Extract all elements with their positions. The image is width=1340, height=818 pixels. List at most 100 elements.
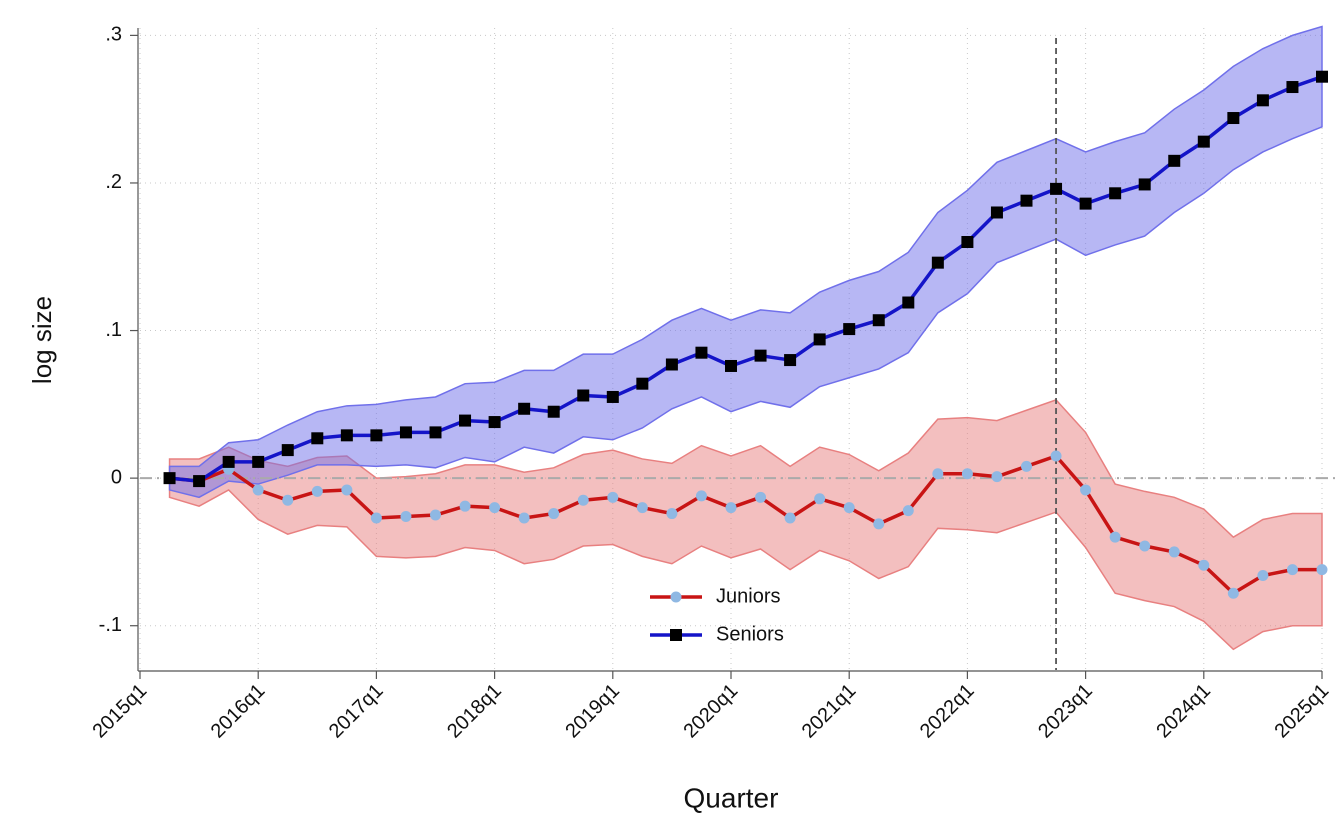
marker [548, 508, 560, 520]
y-axis-title: log size [27, 296, 57, 384]
x-tick-label: 2019q1 [561, 680, 624, 743]
x-tick-label: 2024q1 [1152, 680, 1215, 743]
marker [489, 502, 501, 514]
marker [163, 472, 176, 485]
marker [1286, 564, 1298, 576]
marker [636, 502, 648, 514]
marker [636, 377, 649, 390]
x-tick-label: 2020q1 [680, 680, 743, 743]
marker [282, 494, 294, 506]
marker [1050, 182, 1063, 195]
y-tick-label: 0 [111, 466, 122, 488]
marker [902, 296, 915, 309]
marker [873, 518, 885, 530]
marker [1257, 570, 1269, 582]
marker [281, 444, 294, 457]
marker [932, 468, 944, 480]
marker [429, 426, 442, 439]
marker [695, 490, 707, 502]
x-tick-label: 2016q1 [207, 680, 270, 743]
y-tick-label: .2 [105, 171, 122, 193]
marker [311, 432, 324, 445]
x-tick-label: 2015q1 [89, 680, 152, 743]
marker [725, 359, 737, 372]
marker [961, 236, 974, 248]
marker [1286, 81, 1299, 94]
confidence-band [168, 25, 1323, 499]
marker [370, 512, 382, 524]
x-tick-label: 2018q1 [443, 680, 506, 743]
marker [1021, 460, 1032, 472]
series-line [169, 75, 1323, 483]
marker [1316, 564, 1328, 576]
legend-label: Seniors [716, 623, 784, 645]
marker [1079, 197, 1092, 210]
marker [1227, 587, 1239, 599]
marker [252, 455, 265, 468]
marker [755, 491, 767, 503]
marker [518, 512, 530, 524]
marker [872, 314, 885, 327]
legend-marker [670, 629, 682, 641]
marker [341, 484, 353, 496]
marker [252, 484, 264, 496]
marker [459, 500, 471, 512]
marker [193, 475, 206, 488]
marker [400, 511, 412, 523]
marker [843, 502, 855, 514]
y-tick-label: -.1 [99, 614, 122, 636]
marker [814, 493, 826, 505]
marker [1316, 70, 1328, 83]
marker [340, 429, 353, 442]
marker [1227, 112, 1240, 125]
marker [1168, 546, 1180, 558]
legend-label: Juniors [716, 585, 780, 607]
marker [666, 508, 678, 520]
marker [725, 502, 737, 514]
marker [1139, 540, 1151, 552]
x-tick-label: 2022q1 [916, 680, 979, 743]
x-tick-label: 2021q1 [798, 680, 861, 743]
marker [370, 429, 383, 442]
marker [577, 494, 589, 506]
marker [547, 405, 560, 418]
marker [695, 346, 708, 359]
marker [990, 206, 1003, 219]
marker [1138, 178, 1151, 191]
marker [1197, 135, 1210, 148]
marker [1109, 187, 1122, 200]
marker [665, 358, 678, 371]
marker [931, 256, 944, 269]
marker [1198, 559, 1210, 571]
marker [488, 416, 501, 429]
marker [1109, 531, 1121, 543]
y-tick-label: .3 [105, 24, 122, 46]
marker [1020, 194, 1033, 207]
x-tick-label: 2017q1 [325, 680, 388, 743]
marker [577, 389, 590, 402]
y-tick-label: .1 [105, 319, 122, 341]
x-tick-label: 2023q1 [1034, 680, 1097, 743]
marker [222, 455, 235, 468]
marker [607, 491, 619, 503]
marker [754, 349, 767, 362]
x-tick-label: 2025q1 [1271, 680, 1334, 743]
marker [459, 414, 472, 427]
marker [784, 354, 797, 367]
series-line [169, 454, 1322, 596]
marker [902, 505, 914, 517]
marker [991, 471, 1003, 483]
legend-marker [670, 591, 682, 603]
marker [784, 512, 796, 524]
marker [311, 485, 323, 497]
marker [518, 402, 531, 415]
marker [1256, 94, 1269, 107]
marker [1050, 450, 1062, 462]
marker [606, 390, 619, 403]
marker [961, 468, 973, 480]
marker [1168, 154, 1181, 167]
marker [399, 426, 412, 439]
marker [843, 323, 856, 336]
x-axis-title: Quarter [684, 782, 779, 813]
